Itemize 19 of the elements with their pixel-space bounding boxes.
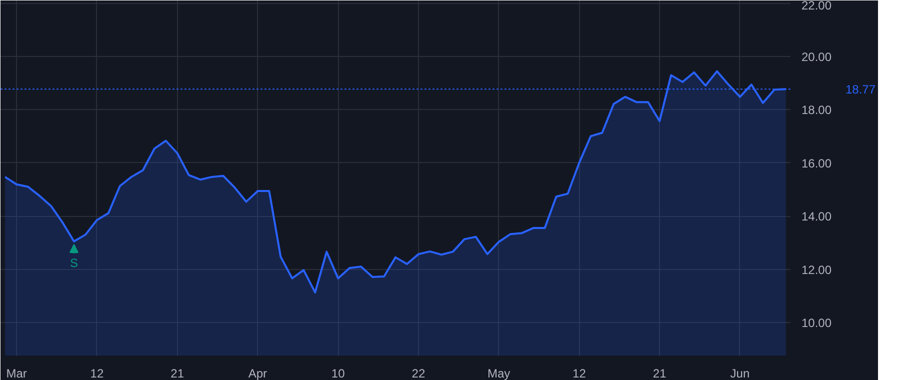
y-tick-label: 20.00	[802, 50, 832, 64]
annotation: S	[70, 256, 78, 270]
x-tick-label: 12	[572, 366, 586, 380]
x-tick-label: 21	[170, 366, 184, 380]
y-tick-label: 16.00	[802, 156, 832, 170]
x-tick-label: 12	[90, 366, 104, 380]
x-tick-label: 22	[412, 366, 426, 380]
x-tick-label: 10	[331, 366, 346, 380]
x-tick-label: 21	[652, 366, 667, 380]
x-tick-label: Jun	[730, 366, 750, 380]
y-tick-label: 14.00	[802, 210, 832, 224]
y-tick-label: 12.00	[802, 262, 832, 277]
x-tick-label: Apr	[248, 366, 268, 380]
y-tick-label: 22.00	[802, 0, 832, 12]
y-tick-label: 10.00	[802, 316, 832, 330]
x-tick-label: Mar	[6, 366, 27, 380]
y-tick-label: 18.00	[802, 103, 832, 118]
x-tick-label: May	[488, 366, 510, 380]
ref-line-label: 18.77	[846, 82, 876, 97]
